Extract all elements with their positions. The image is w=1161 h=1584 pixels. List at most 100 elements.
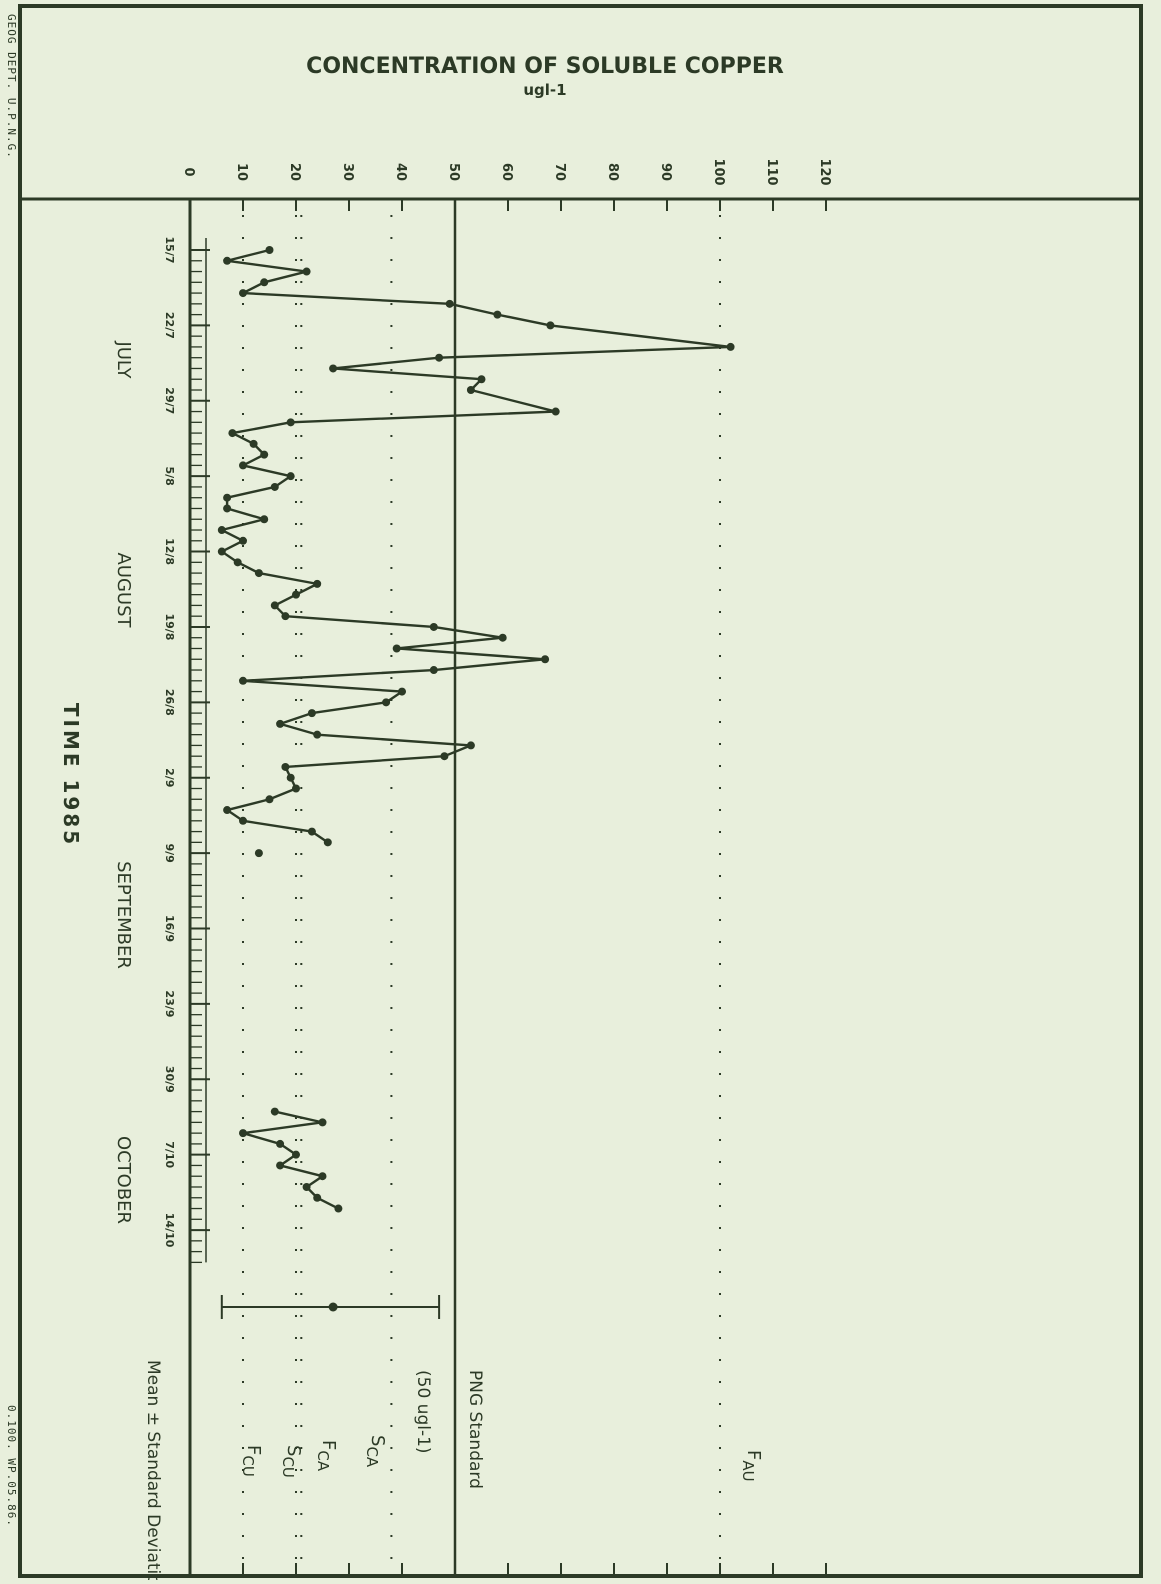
data-point xyxy=(249,439,258,448)
data-point xyxy=(281,612,290,621)
month-label: JULY xyxy=(113,340,134,379)
data-point xyxy=(270,601,279,610)
code-note: 0.100. WP.05.86. xyxy=(5,1405,18,1527)
data-point xyxy=(286,472,295,481)
mean-point xyxy=(328,1302,338,1312)
data-point xyxy=(276,1139,285,1148)
data-point xyxy=(239,461,247,470)
month-label: OCTOBER xyxy=(113,1136,134,1224)
y-tick-label: 30 xyxy=(340,163,355,181)
data-point xyxy=(217,547,226,556)
y-tick-label: 90 xyxy=(658,163,673,181)
date-tick-label: 23/9 xyxy=(163,990,176,1017)
data-point xyxy=(498,633,507,642)
mean-sd-bar xyxy=(220,1295,441,1319)
date-tick-label: 2/9 xyxy=(163,768,176,787)
data-point xyxy=(276,719,285,728)
data-point xyxy=(260,450,269,459)
y-axis-ticks: 0 10 20 30 40 50 60 70 80 90 100 110 120 xyxy=(181,158,832,1576)
data-point xyxy=(429,666,438,675)
data-point xyxy=(265,795,274,804)
data-point xyxy=(329,364,338,373)
date-tick-label: 30/9 xyxy=(163,1066,176,1093)
date-tick-label: 12/8 xyxy=(163,538,176,565)
data-point xyxy=(223,504,232,513)
y-tick-label: 120 xyxy=(817,158,832,185)
png-standard-sublabel: (50 ugl-1) xyxy=(413,1370,433,1454)
date-tick-label: 7/10 xyxy=(163,1141,176,1168)
data-point xyxy=(493,310,502,319)
reference-label: SCA xyxy=(363,1435,388,1468)
date-tick-label: 26/8 xyxy=(163,689,176,716)
reference-label: FCU xyxy=(239,1445,264,1477)
data-point xyxy=(265,246,274,254)
y-tick-label: 100 xyxy=(711,158,726,185)
series-line xyxy=(241,1110,339,1210)
data-point xyxy=(254,569,263,578)
data-point xyxy=(726,342,735,351)
data-point xyxy=(292,784,300,793)
data-point xyxy=(223,806,232,815)
chart-title: CONCENTRATION OF SOLUBLE COPPER xyxy=(306,54,784,79)
data-point xyxy=(313,1193,322,1202)
data-point xyxy=(260,278,269,287)
data-point xyxy=(313,730,322,739)
date-tick-label: 29/7 xyxy=(163,387,176,414)
data-point xyxy=(292,1150,300,1159)
data-point xyxy=(307,827,316,836)
y-tick-label: 40 xyxy=(393,163,408,181)
png-standard-label: PNG Standard xyxy=(465,1370,485,1489)
series-line xyxy=(220,248,732,844)
data-point xyxy=(541,655,550,664)
data-point xyxy=(313,579,322,588)
data-point xyxy=(318,1118,327,1127)
reference-label: FCA xyxy=(314,1440,339,1472)
date-tick-label: 16/9 xyxy=(163,915,176,942)
date-tick-label: 5/8 xyxy=(163,467,176,486)
date-tick-label: 9/9 xyxy=(163,843,176,862)
data-point xyxy=(307,709,316,718)
data-point xyxy=(286,418,295,427)
data-point xyxy=(477,375,486,384)
data-point xyxy=(239,816,247,825)
data-point xyxy=(286,773,295,782)
grid-lines xyxy=(242,199,721,1576)
reference-labels: FAU SCA FCA SCU FCU xyxy=(239,1435,764,1482)
data-point xyxy=(228,429,237,438)
data-point xyxy=(239,289,247,298)
date-tick-label: 14/10 xyxy=(163,1213,176,1248)
data-point xyxy=(392,644,401,653)
data-point xyxy=(233,558,242,567)
x-axis-title: TIME 1985 xyxy=(59,703,83,847)
data-point xyxy=(382,698,391,707)
date-axis-ticks: 15/7 22/7 29/7 5/8 12/8 19/8 26/8 2/9 9/9 16/9 23/… xyxy=(163,237,210,1264)
data-point xyxy=(546,321,555,330)
data-point xyxy=(302,267,311,276)
dept-note: GEOG DEPT. U.P.N.G. xyxy=(5,14,18,159)
y-tick-label: 70 xyxy=(552,163,567,181)
data-point xyxy=(239,676,247,685)
chart-frame xyxy=(18,4,1143,1578)
data-point xyxy=(429,622,438,631)
data-point xyxy=(318,1172,327,1181)
data-point xyxy=(270,1107,279,1116)
data-point xyxy=(254,849,263,858)
data-point xyxy=(466,386,475,395)
date-tick-label: 19/8 xyxy=(163,613,176,640)
data-point xyxy=(445,299,454,308)
data-point xyxy=(276,1161,285,1170)
data-point xyxy=(223,493,232,502)
y-tick-label: 50 xyxy=(446,163,461,181)
month-labels: JULY AUGUST SEPTEMBER OCTOBER xyxy=(113,340,134,1224)
month-label: AUGUST xyxy=(113,552,134,628)
data-point xyxy=(292,590,300,599)
series-lines xyxy=(220,248,732,1210)
y-tick-label: 110 xyxy=(764,158,779,185)
date-tick-label: 22/7 xyxy=(163,312,176,339)
data-point xyxy=(239,1129,247,1138)
mean-sd-label: Mean ± Standard Deviation xyxy=(143,1360,163,1580)
y-tick-label: 20 xyxy=(287,163,302,181)
y-tick-label: 0 xyxy=(181,167,196,176)
month-label: SEPTEMBER xyxy=(113,861,134,969)
